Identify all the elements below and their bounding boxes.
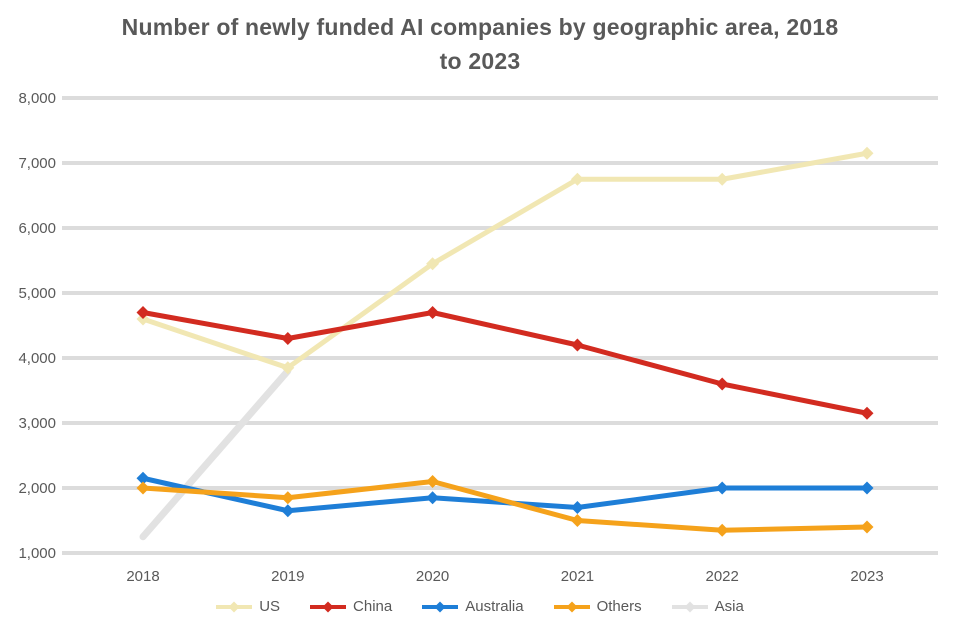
legend-item-australia[interactable]: Australia [422, 598, 524, 615]
series-line-china [140, 310, 870, 416]
data-point-marker-others [136, 481, 150, 495]
data-point-marker-china [570, 338, 584, 352]
legend-diamond [566, 601, 578, 612]
data-point-marker-australia [860, 481, 874, 495]
y-axis-tick-label: 6,000 [18, 220, 56, 237]
data-point-marker-australia [715, 481, 729, 495]
data-point-marker-australia [570, 501, 584, 514]
data-point-marker-china [715, 377, 729, 391]
x-axis-tick-label: 2020 [416, 568, 449, 585]
legend-label: China [353, 598, 393, 615]
y-axis-tick-label: 5,000 [18, 285, 56, 302]
chart-legend: US China Australia Others Asia [0, 598, 960, 615]
x-axis-tick-label: 2019 [271, 568, 304, 585]
legend-label: US [259, 598, 281, 615]
legend-item-others[interactable]: Others [553, 598, 642, 615]
chart-title-line1: Number of newly funded AI companies by g… [121, 14, 839, 40]
data-point-marker-china [136, 306, 150, 319]
legend-item-asia[interactable]: Asia [671, 598, 744, 615]
data-point-marker-us [860, 146, 874, 160]
y-axis-tick-label: 4,000 [18, 350, 56, 367]
y-axis-tick-label: 7,000 [18, 155, 56, 172]
legend-diamond [322, 601, 334, 612]
legend-line-marker-icon [310, 601, 347, 612]
y-axis-tick-label: 2,000 [18, 480, 56, 497]
data-point-marker-us [570, 172, 584, 186]
y-axis-tick-label: 3,000 [18, 415, 56, 432]
data-point-marker-others [281, 491, 295, 505]
x-axis-tick-label: 2021 [561, 568, 594, 585]
data-point-marker-china [860, 406, 874, 420]
y-axis-tick-label: 8,000 [18, 90, 56, 107]
legend-line-marker-icon [216, 601, 253, 612]
data-point-marker-australia [281, 504, 295, 518]
chart-title-line2: to 2023 [439, 48, 521, 74]
data-point-marker-australia [426, 491, 440, 505]
x-axis-tick-label: 2018 [126, 568, 159, 585]
legend-label: Asia [714, 598, 744, 615]
data-point-marker-australia [136, 471, 150, 485]
series-line-others [140, 479, 870, 533]
legend-label: Australia [465, 598, 524, 615]
data-point-marker-others [715, 523, 729, 537]
legend-diamond [684, 601, 696, 612]
legend-diamond [228, 601, 240, 612]
data-point-marker-others [860, 520, 874, 534]
legend-line-marker-icon [671, 601, 708, 612]
legend-diamond [434, 601, 446, 612]
y-axis-tick-label: 1,000 [18, 545, 56, 562]
x-axis-tick-label: 2022 [706, 568, 739, 585]
data-point-marker-us [715, 172, 729, 186]
series-line-asia [139, 367, 292, 541]
legend-line-marker-icon [422, 601, 459, 612]
data-point-marker-china [426, 306, 440, 319]
data-point-marker-us [426, 257, 440, 271]
legend-item-china[interactable]: China [310, 598, 392, 615]
legend-line-marker-icon [553, 601, 590, 612]
series-line-us [140, 150, 870, 371]
legend-item-us[interactable]: US [216, 598, 280, 615]
data-point-marker-others [426, 475, 440, 488]
data-point-marker-others [570, 514, 584, 527]
data-point-marker-china [281, 332, 295, 345]
legend-label: Others [596, 598, 642, 615]
data-point-marker-us [281, 361, 295, 375]
x-axis-tick-label: 2023 [850, 568, 883, 585]
